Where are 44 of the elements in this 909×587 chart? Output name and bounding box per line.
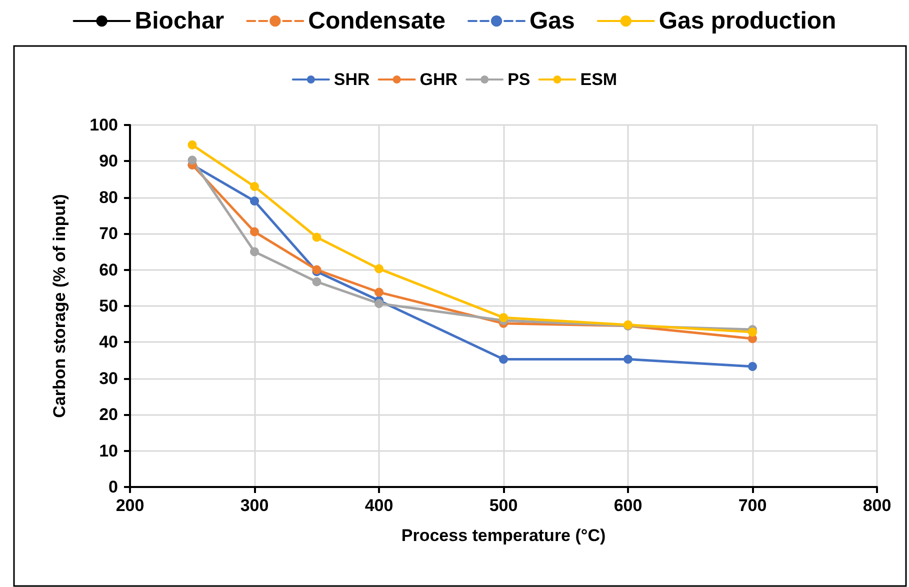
- x-tick-label: 600: [614, 496, 642, 515]
- y-tick-label: 30: [99, 368, 118, 388]
- x-tick-label: 200: [116, 496, 144, 515]
- point: [250, 196, 259, 206]
- point: [188, 156, 197, 165]
- point: [748, 362, 757, 371]
- x-tick-label: 300: [240, 496, 269, 515]
- point: [374, 288, 384, 297]
- legend-label: Gas production: [658, 8, 836, 34]
- legend-label: ESM: [580, 70, 618, 89]
- x-tick-label: 500: [489, 496, 518, 515]
- legend-label: SHR: [334, 70, 370, 89]
- y-tick-label: 100: [90, 116, 118, 134]
- point: [188, 140, 197, 150]
- point: [499, 354, 508, 364]
- point: [250, 247, 259, 256]
- point: [374, 264, 384, 274]
- legend-label: PS: [508, 70, 530, 89]
- legend-label: Condensate: [308, 8, 446, 34]
- x-tick-label: 400: [364, 496, 394, 515]
- point: [250, 227, 259, 236]
- point: [312, 232, 322, 242]
- y-tick-label: 0: [108, 478, 118, 496]
- y-tick-label: 70: [99, 224, 118, 244]
- point: [748, 328, 757, 337]
- point: [312, 277, 322, 286]
- legend-label: Biochar: [134, 8, 224, 34]
- y-tick-label: 60: [99, 260, 118, 280]
- legend-label: Gas: [530, 8, 575, 34]
- point: [250, 182, 259, 192]
- y-tick-label: 10: [99, 441, 118, 460]
- point: [499, 313, 508, 322]
- x-tick-label: 700: [738, 496, 767, 515]
- x-axis-title: Process temperature (°C): [401, 526, 606, 545]
- x-tick-label: 800: [862, 496, 892, 515]
- y-tick-label: 20: [99, 405, 118, 424]
- legend-label: GHR: [420, 70, 458, 89]
- y-axis-title: Carbon storage (% of input): [50, 194, 69, 418]
- y-tick-label: 80: [99, 188, 118, 207]
- y-tick-label: 50: [99, 296, 118, 316]
- point: [374, 298, 384, 308]
- point: [624, 354, 632, 364]
- y-tick-label: 40: [99, 332, 118, 352]
- y-tick-label: 90: [99, 152, 118, 171]
